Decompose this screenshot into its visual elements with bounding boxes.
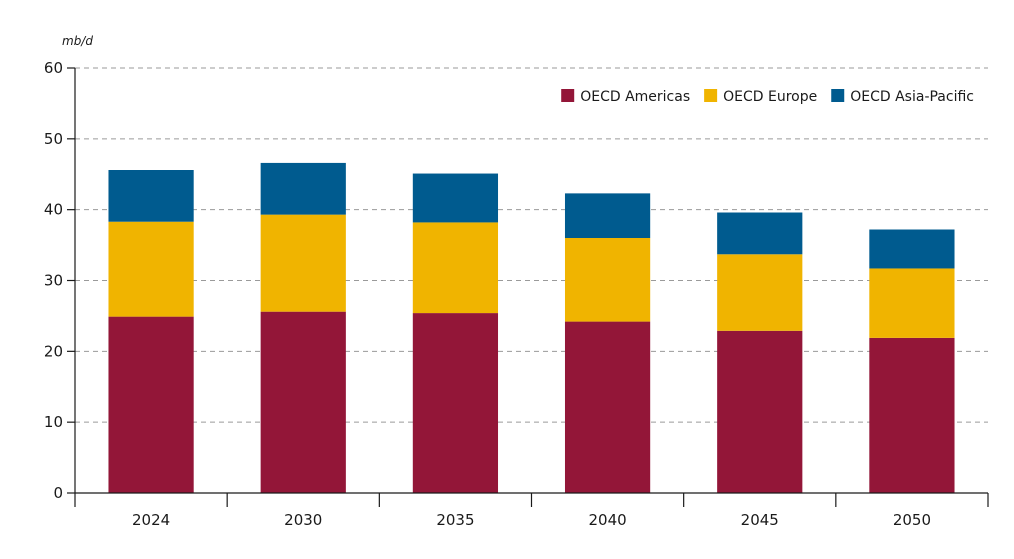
bar-segment-oecd-americas (260, 311, 346, 493)
legend-label: OECD Americas (580, 89, 690, 105)
gridlines (75, 67, 988, 423)
legend-swatch (831, 89, 845, 102)
y-tick-label: 50 (44, 130, 63, 148)
bar-segment-oecd-americas (717, 330, 803, 493)
x-tick-label: 2045 (741, 511, 779, 529)
bar-segment-oecd-asia-pacific (564, 193, 651, 238)
x-tick-label: 2035 (436, 511, 474, 529)
legend-swatch (561, 89, 575, 102)
y-axis-unit-label: mb/d (62, 34, 93, 48)
bar-segment-oecd-asia-pacific (108, 170, 194, 222)
bar-segment-oecd-europe (412, 222, 499, 314)
bar-segment-oecd-asia-pacific (717, 212, 803, 255)
bar-segment-oecd-europe (260, 214, 346, 312)
x-tick-label: 2040 (588, 511, 626, 529)
y-tick-label: 10 (44, 413, 63, 431)
legend-label: OECD Asia-Pacific (850, 89, 974, 105)
bar-segment-oecd-asia-pacific (412, 173, 499, 223)
y-tick-label: 40 (44, 201, 63, 219)
y-tick-label: 60 (44, 59, 63, 77)
bar-segment-oecd-europe (869, 268, 955, 338)
legend: OECD Americas OECD Europe OECD Asia-Pacifi… (561, 89, 974, 105)
bar-segment-oecd-europe (108, 221, 194, 317)
legend-swatch (704, 89, 718, 102)
y-tick-label: 20 (44, 342, 63, 360)
bar-segment-oecd-asia-pacific (869, 229, 955, 269)
bar-segment-oecd-americas (869, 337, 955, 493)
y-tick-label: 30 (44, 272, 63, 290)
bars (108, 162, 955, 493)
y-tick-label: 0 (53, 484, 63, 502)
x-tick-label: 2050 (893, 511, 931, 529)
x-tick-label: 2024 (132, 511, 170, 529)
x-tick-label: 2030 (284, 511, 322, 529)
bar-segment-oecd-asia-pacific (260, 162, 346, 215)
bar-segment-oecd-americas (108, 316, 194, 493)
bar-segment-oecd-americas (412, 313, 499, 493)
bar-segment-oecd-americas (564, 321, 651, 493)
legend-label: OECD Europe (723, 89, 817, 105)
bar-segment-oecd-europe (717, 254, 803, 331)
bar-segment-oecd-europe (564, 238, 651, 322)
